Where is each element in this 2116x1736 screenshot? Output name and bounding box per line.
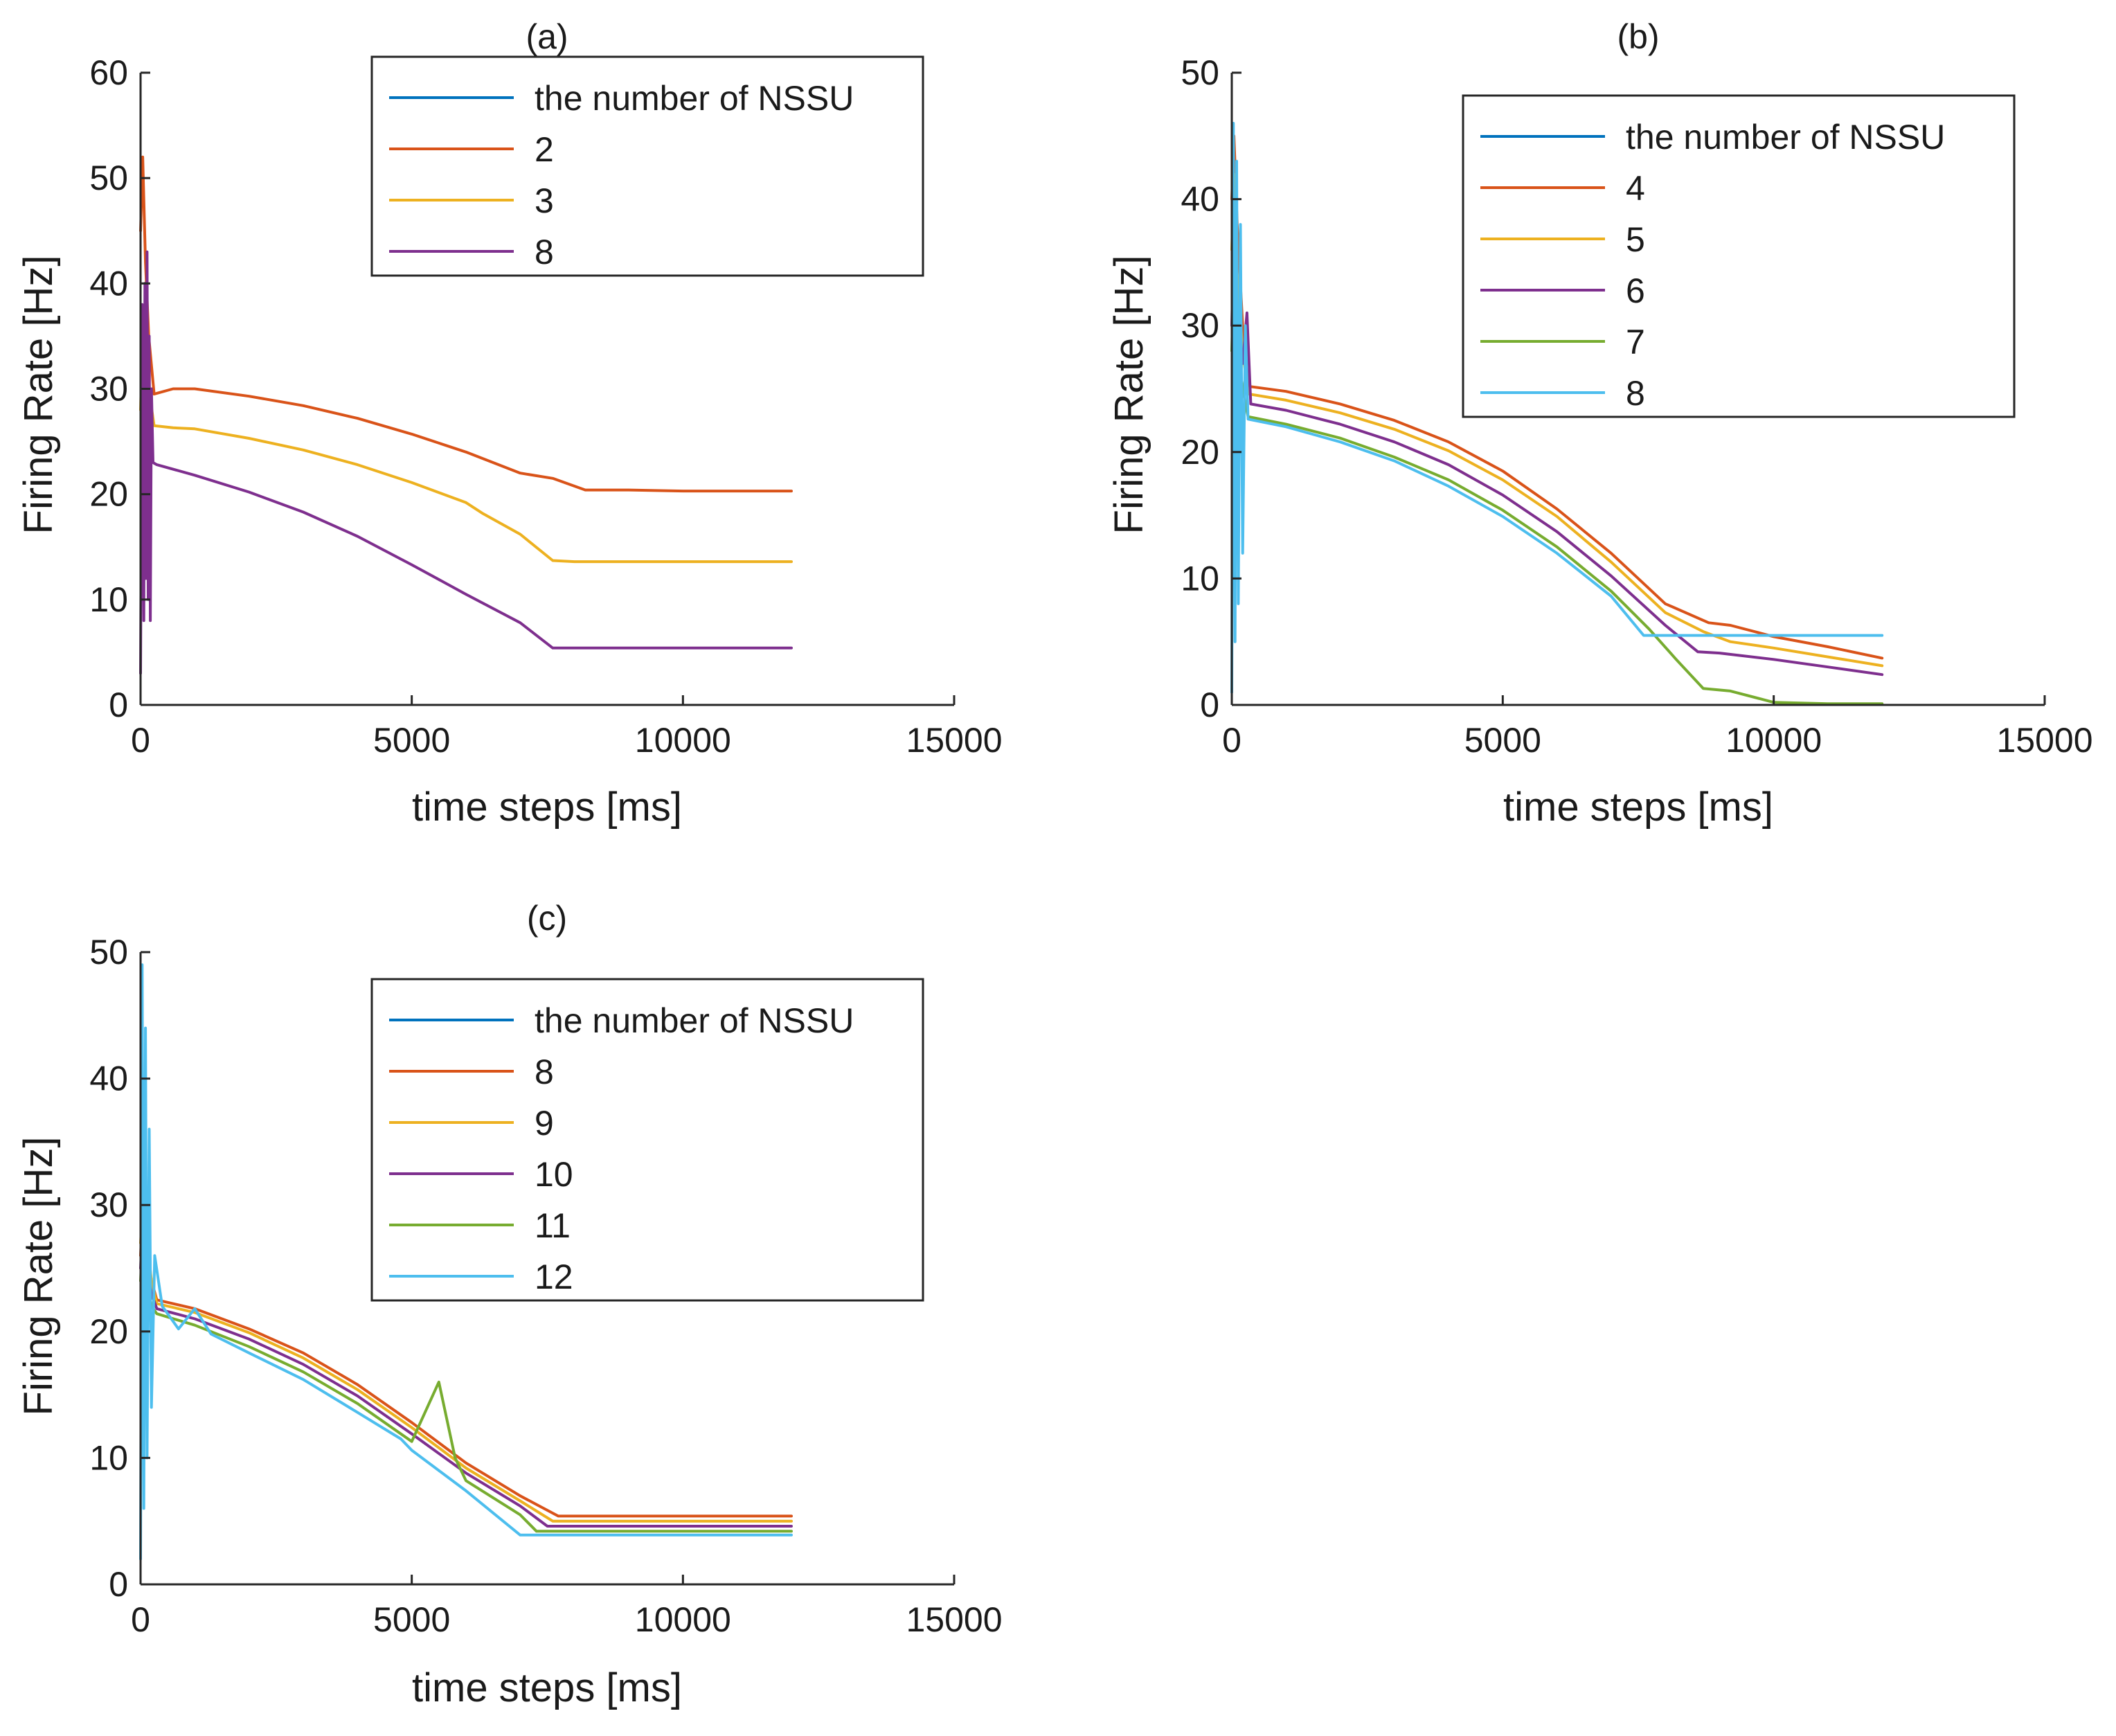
x-tick-label: 15000 xyxy=(1996,721,2092,760)
panel-c: (c) 0 5000 10000 15000 0 10 20 30 40 50 the number… xyxy=(16,899,1003,1710)
y-tick-label: 20 xyxy=(89,1312,128,1351)
legend-label-3: 3 xyxy=(535,181,554,220)
panel-c-ylabel: Firing Rate [Hz] xyxy=(16,1137,61,1416)
y-tick-label: 40 xyxy=(1181,180,1219,219)
series-line-12 xyxy=(139,963,793,1561)
y-tick-label: 10 xyxy=(1181,559,1219,598)
legend-label-9: 9 xyxy=(535,1104,554,1143)
legend-label-8: 8 xyxy=(535,1053,554,1091)
y-tick-label: 60 xyxy=(89,53,128,92)
legend-label-5: 5 xyxy=(1626,220,1645,259)
panel-c-plot-area: 0 5000 10000 15000 0 10 20 30 40 50 the number of … xyxy=(89,933,1002,1639)
x-tick-label: 0 xyxy=(1222,721,1241,760)
panel-a: (a) 0 5000 10000 15000 0 10 20 30 40 50 60 the numb… xyxy=(16,17,1003,830)
panel-a-ylabel: Firing Rate [Hz] xyxy=(16,256,61,535)
x-tick-label: 10000 xyxy=(635,721,731,760)
panel-b-xlabel: time steps [ms] xyxy=(1503,785,1773,830)
legend-label-8: 8 xyxy=(1626,374,1645,413)
y-tick-label: 0 xyxy=(1200,686,1219,724)
legend-label-2: 2 xyxy=(535,130,554,169)
y-tick-label: 50 xyxy=(89,933,128,972)
x-tick-label: 15000 xyxy=(906,721,1002,760)
panel-b: (b) 0 5000 10000 15000 0 10 20 30 40 50 the number… xyxy=(1106,17,2093,830)
y-tick-label: 0 xyxy=(109,686,128,724)
x-tick-label: 15000 xyxy=(906,1600,1002,1639)
y-tick-label: 20 xyxy=(1181,433,1219,472)
y-tick-label: 40 xyxy=(89,1059,128,1098)
x-tick-label: 10000 xyxy=(635,1600,731,1639)
series-line-3 xyxy=(139,324,793,564)
legend-label-12: 12 xyxy=(535,1258,573,1296)
y-tick-label: 40 xyxy=(89,264,128,303)
legend: the number of NSSU 8 9 10 11 12 xyxy=(370,978,924,1302)
legend-box xyxy=(1462,94,2016,418)
panel-a-plot-area: 0 5000 10000 15000 0 10 20 30 40 50 60 the number o… xyxy=(89,53,1002,760)
y-tick-label: 0 xyxy=(109,1565,128,1604)
x-tick-label: 5000 xyxy=(373,721,450,760)
y-tick-label: 30 xyxy=(1181,306,1219,345)
legend-title: the number of NSSU xyxy=(535,79,854,118)
y-tick-label: 20 xyxy=(89,475,128,514)
y-tick-label: 50 xyxy=(1181,53,1219,92)
legend: the number of NSSU 2 3 8 xyxy=(370,55,924,277)
legend-label-7: 7 xyxy=(1626,323,1645,361)
legend-box xyxy=(370,978,924,1302)
panel-c-title: (c) xyxy=(527,899,567,938)
legend-title: the number of NSSU xyxy=(535,1001,854,1040)
legend-label-4: 4 xyxy=(1626,169,1645,208)
x-tick-label: 10000 xyxy=(1725,721,1822,760)
panel-b-title: (b) xyxy=(1617,17,1659,56)
x-tick-label: 5000 xyxy=(1464,721,1541,760)
y-tick-label: 30 xyxy=(89,370,128,409)
y-tick-label: 10 xyxy=(89,580,128,619)
panel-a-xlabel: time steps [ms] xyxy=(412,785,682,830)
legend-label-11: 11 xyxy=(535,1206,571,1245)
y-tick-label: 50 xyxy=(89,159,128,197)
panel-a-title: (a) xyxy=(526,17,568,56)
panel-b-plot-area: 0 5000 10000 15000 0 10 20 30 40 50 the number of … xyxy=(1181,53,2092,760)
legend-box xyxy=(370,55,924,277)
x-tick-label: 0 xyxy=(131,1600,150,1639)
legend: the number of NSSU 4 5 6 7 8 xyxy=(1462,94,2016,418)
legend-label-10: 10 xyxy=(535,1155,573,1194)
x-tick-label: 5000 xyxy=(373,1600,450,1639)
panel-c-xlabel: time steps [ms] xyxy=(412,1665,682,1710)
x-tick-label: 0 xyxy=(131,721,150,760)
panel-b-ylabel: Firing Rate [Hz] xyxy=(1106,256,1151,535)
series-line-8 xyxy=(139,250,793,675)
legend-label-6: 6 xyxy=(1626,271,1645,310)
y-tick-label: 30 xyxy=(89,1185,128,1224)
legend-title: the number of NSSU xyxy=(1626,118,1945,156)
y-tick-label: 10 xyxy=(89,1438,128,1477)
legend-label-8: 8 xyxy=(535,233,554,271)
series-line-8 xyxy=(1230,122,1884,694)
